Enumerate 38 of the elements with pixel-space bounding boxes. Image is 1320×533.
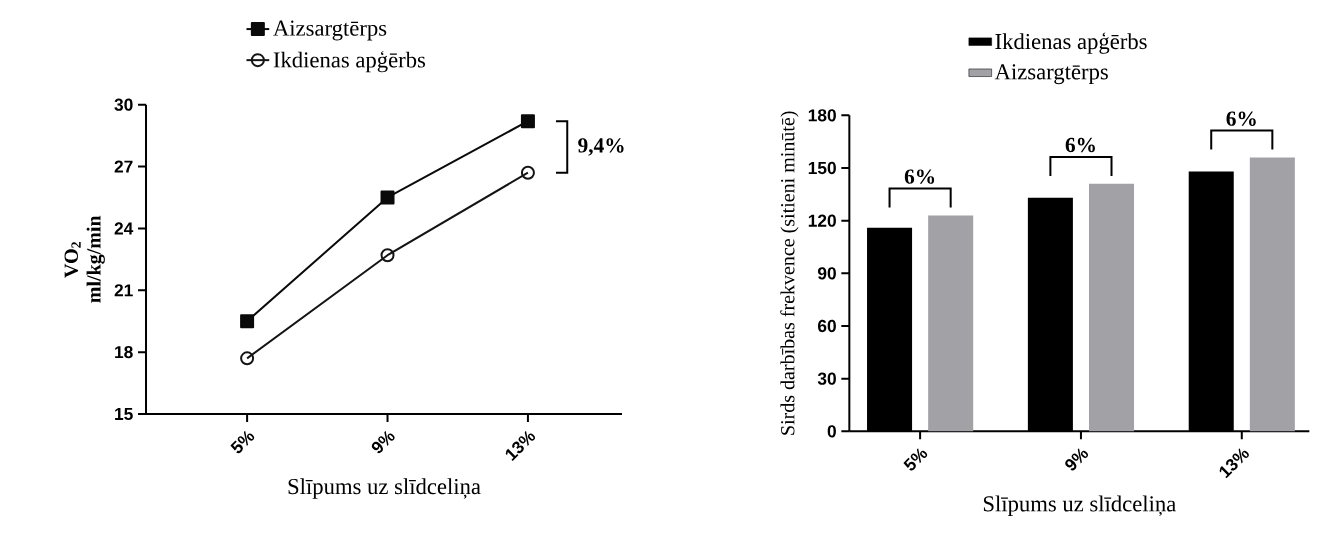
y-axis-title: Sirds darbības frekvence (sitieni minūtē) [780, 111, 799, 435]
point [520, 165, 535, 180]
point [520, 114, 535, 129]
legend-label: Ikdienas apģērbs [995, 32, 1147, 54]
annotation: 6% [904, 169, 935, 184]
annotation: 6% [1065, 137, 1095, 153]
x-tick-label: 5% [903, 448, 928, 471]
y-tick-label: 90 [817, 267, 836, 280]
legend-label: Ikdienas apģērbs [273, 50, 426, 73]
y-tick-label: 15 [115, 407, 133, 420]
bar [928, 215, 974, 432]
x-tick-label: 9% [1065, 448, 1089, 471]
point [240, 314, 255, 329]
y-tick-label: 180 [808, 109, 836, 122]
x-axis-title: Slīpums uz slīdceliņa [288, 478, 481, 499]
x-tick-label: 5% [230, 430, 255, 454]
point [240, 351, 255, 366]
annotation: 9,4% [578, 138, 624, 156]
point [380, 190, 395, 205]
x-axis-title: Slīpums uz slīdceliņa [983, 495, 1176, 516]
legend-label: Aizsargtērps [273, 20, 387, 41]
y-tick-label: 24 [114, 222, 134, 235]
y-tick-label: 30 [114, 98, 133, 111]
annotation: 6% [1226, 111, 1256, 126]
y-tick-label: 18 [115, 345, 133, 359]
y-tick-label: 30 [817, 372, 836, 385]
bar [1249, 157, 1295, 432]
legend-label: Aizsargtērps [994, 64, 1108, 84]
y-tick-label: 0 [827, 425, 836, 438]
y-tick-label: 21 [114, 284, 133, 297]
point [380, 248, 395, 263]
y-axis-title: VO$_{2}$ ml/kg/min [64, 215, 105, 303]
y-tick-label: 60 [817, 319, 836, 332]
y-tick-label: 27 [114, 160, 133, 173]
bar [1088, 183, 1135, 432]
x-tick-label: 9% [371, 430, 395, 453]
y-tick-label: 150 [808, 161, 836, 174]
y-tick-label: 120 [808, 214, 836, 227]
